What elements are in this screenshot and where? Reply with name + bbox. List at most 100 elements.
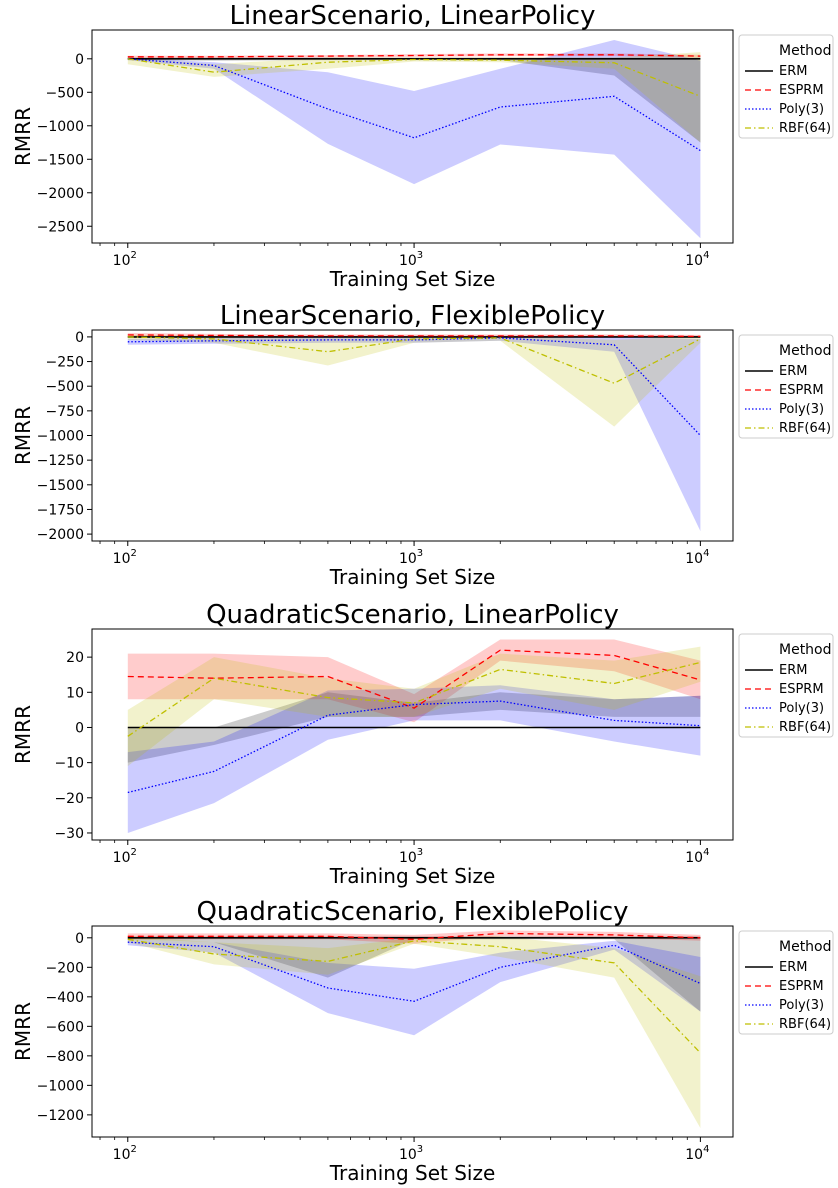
- legend-title: Method: [779, 43, 832, 59]
- x-axis-label: Training Set Size: [329, 565, 496, 589]
- legend: Method ERM ESPRM Poly(3) RBF(64): [738, 633, 834, 738]
- chart-panel-3: QuadraticScenario, LinearPolicy 20 10 0 −10 −…: [11, 600, 834, 888]
- plot-area: [127, 930, 701, 1129]
- legend-box: [738, 34, 834, 139]
- band-rbf-64-: [127, 936, 701, 1129]
- y-tick-label: −500: [46, 85, 84, 101]
- legend-box: [738, 930, 834, 1035]
- line-rbf-64-: [127, 938, 701, 1054]
- x-axis-label: Training Set Size: [329, 1161, 496, 1185]
- y-tick-label: −2000: [37, 527, 84, 543]
- plot-area: [127, 639, 701, 833]
- y-tick-label: −600: [46, 1019, 84, 1035]
- chart-title: QuadraticScenario, LinearPolicy: [206, 600, 619, 630]
- plot-area: [127, 40, 701, 239]
- y-tick-label: 20: [66, 650, 84, 666]
- legend-entry: ERM: [779, 64, 807, 79]
- y-tick-label: 10: [66, 685, 84, 701]
- legend-entry: Poly(3): [779, 102, 824, 117]
- y-tick-label: −30: [54, 826, 84, 842]
- x-tick-label: 104: [685, 1144, 709, 1163]
- band-poly-3-: [127, 40, 701, 239]
- y-tick-label: −500: [46, 379, 84, 395]
- x-tick-label: 102: [113, 250, 137, 269]
- y-tick-label: −200: [46, 960, 84, 976]
- y-tick-label: 0: [75, 931, 84, 947]
- y-tick-label: −1000: [37, 1078, 84, 1094]
- x-tick-label: 103: [399, 847, 423, 866]
- line-poly-3-: [127, 337, 701, 436]
- legend-entry: Poly(3): [779, 998, 824, 1013]
- y-tick-label: −400: [46, 990, 84, 1006]
- y-tick-label: −1750: [37, 502, 84, 518]
- x-tick-label: 104: [685, 548, 709, 567]
- band-erm: [127, 692, 701, 763]
- chart-title: LinearScenario, FlexiblePolicy: [220, 301, 605, 331]
- legend-entry: ERM: [779, 960, 807, 975]
- band-rbf-64-: [127, 52, 701, 143]
- y-tick-label: −10: [54, 756, 84, 772]
- legend-entry: ESPRM: [779, 83, 824, 98]
- legend-entry: RBF(64): [779, 720, 831, 735]
- y-axis-label: RMRR: [11, 1002, 35, 1061]
- x-tick-label: 102: [113, 548, 137, 567]
- y-tick-label: −800: [46, 1049, 84, 1065]
- band-rbf-64-: [127, 334, 701, 427]
- y-axis-label: RMRR: [11, 406, 35, 465]
- legend-entry: ERM: [779, 364, 807, 379]
- axes-frame: [91, 29, 734, 244]
- band-poly-3-: [127, 685, 701, 833]
- axes-frame: [91, 628, 734, 841]
- legend-title: Method: [779, 343, 832, 359]
- line-rbf-64-: [127, 58, 701, 97]
- x-tick-label: 102: [113, 1144, 137, 1163]
- chart-title: QuadraticScenario, FlexiblePolicy: [196, 897, 628, 927]
- y-tick-label: −1250: [37, 453, 84, 469]
- x-tick-label: 104: [685, 250, 709, 269]
- y-tick-label: 0: [75, 720, 84, 736]
- y-tick-label: −250: [46, 355, 84, 371]
- y-tick-label: 0: [75, 330, 84, 346]
- legend-entry: ESPRM: [779, 682, 824, 697]
- y-axis-label: RMRR: [11, 107, 35, 166]
- y-tick-label: −1000: [37, 429, 84, 445]
- legend-box: [738, 334, 834, 439]
- legend-entry: RBF(64): [779, 421, 831, 436]
- x-tick-label: 104: [685, 847, 709, 866]
- band-esprm: [127, 639, 701, 723]
- y-tick-label: −2000: [37, 186, 84, 202]
- line-rbf-64-: [127, 661, 701, 737]
- band-erm: [127, 57, 701, 143]
- band-poly-3-: [127, 335, 701, 532]
- legend-entry: ESPRM: [779, 979, 824, 994]
- plot-area: [127, 333, 701, 532]
- legend: Method ERM ESPRM Poly(3) RBF(64): [738, 334, 834, 439]
- line-poly-3-: [127, 941, 701, 1002]
- x-tick-label: 103: [399, 1144, 423, 1163]
- chart-panel-1: LinearScenario, LinearPolicy 0 −500 −1000 −1…: [11, 1, 834, 291]
- band-poly-3-: [127, 939, 701, 1036]
- legend-entry: Poly(3): [779, 402, 824, 417]
- y-tick-label: −1500: [37, 152, 84, 168]
- x-axis-label: Training Set Size: [329, 267, 496, 291]
- y-tick-label: −750: [46, 404, 84, 420]
- band-erm: [127, 936, 701, 1012]
- line-poly-3-: [127, 58, 701, 152]
- line-esprm: [127, 649, 701, 709]
- legend-entry: ESPRM: [779, 383, 824, 398]
- legend-title: Method: [779, 642, 832, 658]
- y-tick-label: −2500: [37, 219, 84, 235]
- axes-frame: [91, 925, 734, 1138]
- y-tick-label: −1200: [37, 1108, 84, 1124]
- y-axis-label: RMRR: [11, 705, 35, 764]
- legend-entry: RBF(64): [779, 1017, 831, 1032]
- y-tick-label: −1000: [37, 119, 84, 135]
- x-axis-label: Training Set Size: [329, 864, 496, 888]
- line-rbf-64-: [127, 336, 701, 384]
- legend-entry: RBF(64): [779, 121, 831, 136]
- x-tick-label: 102: [113, 847, 137, 866]
- y-tick-label: −1500: [37, 478, 84, 494]
- chart-title: LinearScenario, LinearPolicy: [230, 1, 596, 31]
- line-poly-3-: [127, 700, 701, 794]
